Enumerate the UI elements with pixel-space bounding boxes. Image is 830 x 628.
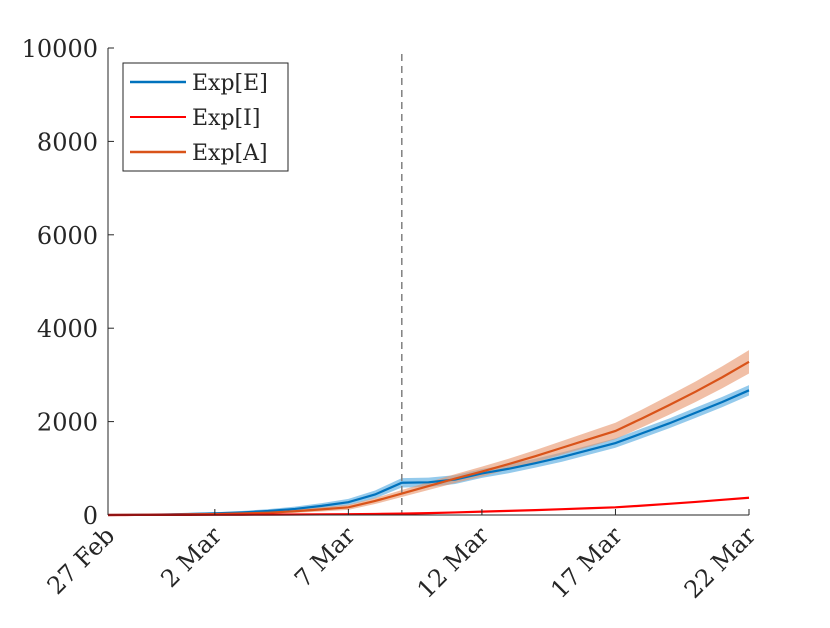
x-tick-label: 22 Mar [679, 521, 762, 604]
x-tick-label: 27 Feb [42, 521, 121, 600]
legend-entry-a: Exp[A] [130, 141, 268, 166]
y-tick-label: 0 [83, 502, 98, 530]
line-series-1 [107, 496, 750, 517]
series-lines [107, 360, 750, 517]
x-tick-label: 12 Mar [412, 521, 495, 604]
y-tick-label: 4000 [37, 315, 98, 343]
confidence-bands [108, 350, 749, 515]
legend-label-i: Exp[I] [192, 106, 260, 131]
y-tick-label: 10000 [22, 35, 98, 63]
legend-label-e: Exp[E] [192, 71, 268, 96]
legend: Exp[E] Exp[I] Exp[A] [122, 62, 289, 172]
x-tick-label: 2 Mar [155, 521, 227, 593]
legend-entry-e: Exp[E] [130, 71, 268, 96]
y-tick-label: 2000 [37, 409, 98, 437]
y-tick-label: 8000 [37, 128, 98, 156]
x-tick-label: 17 Mar [545, 521, 628, 604]
legend-entry-i: Exp[I] [130, 106, 260, 131]
x-tick-label: 7 Mar [289, 521, 361, 593]
band-series-2 [108, 350, 749, 515]
line-series-2 [107, 360, 750, 517]
y-tick-label: 6000 [37, 222, 98, 250]
legend-label-a: Exp[A] [192, 141, 268, 166]
